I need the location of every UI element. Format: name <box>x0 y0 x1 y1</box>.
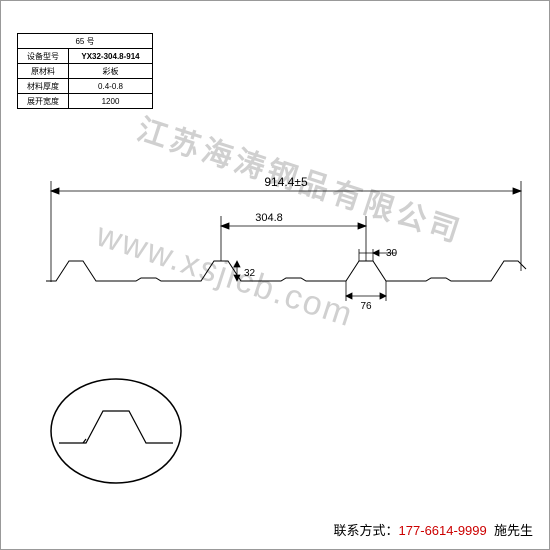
spec-value: 彩板 <box>69 64 153 79</box>
dim-base: 76 <box>360 301 372 312</box>
spec-label: 展开宽度 <box>18 94 69 109</box>
spec-label: 材料厚度 <box>18 79 69 94</box>
profile-drawing: 914.4±5 304.8 32 30 76 <box>21 161 531 361</box>
contact-person: 施先生 <box>494 523 533 538</box>
spec-label: 原材料 <box>18 64 69 79</box>
dim-pitch: 304.8 <box>255 212 283 224</box>
contact-info: 联系方式：177-6614-9999 施先生 <box>334 520 533 539</box>
spec-row: 展开宽度 1200 <box>18 94 153 109</box>
dim-top: 30 <box>386 248 398 259</box>
spec-value: 1200 <box>69 94 153 109</box>
contact-phone: 177-6614-9999 <box>399 523 487 538</box>
dim-overall: 914.4±5 <box>264 175 308 189</box>
spec-row: 材料厚度 0.4-0.8 <box>18 79 153 94</box>
detail-view <box>41 371 191 491</box>
spec-value: 0.4-0.8 <box>69 79 153 94</box>
spec-row: 原材料 彩板 <box>18 64 153 79</box>
spec-header-row: 65 号 <box>18 34 153 49</box>
spec-value: YX32-304.8-914 <box>69 49 153 64</box>
spec-table: 65 号 设备型号 YX32-304.8-914 原材料 彩板 材料厚度 0.4… <box>17 33 153 109</box>
dim-height: 32 <box>244 268 256 279</box>
contact-label: 联系方式： <box>334 523 399 538</box>
spec-label: 设备型号 <box>18 49 69 64</box>
spec-header: 65 号 <box>18 34 153 49</box>
spec-row: 设备型号 YX32-304.8-914 <box>18 49 153 64</box>
